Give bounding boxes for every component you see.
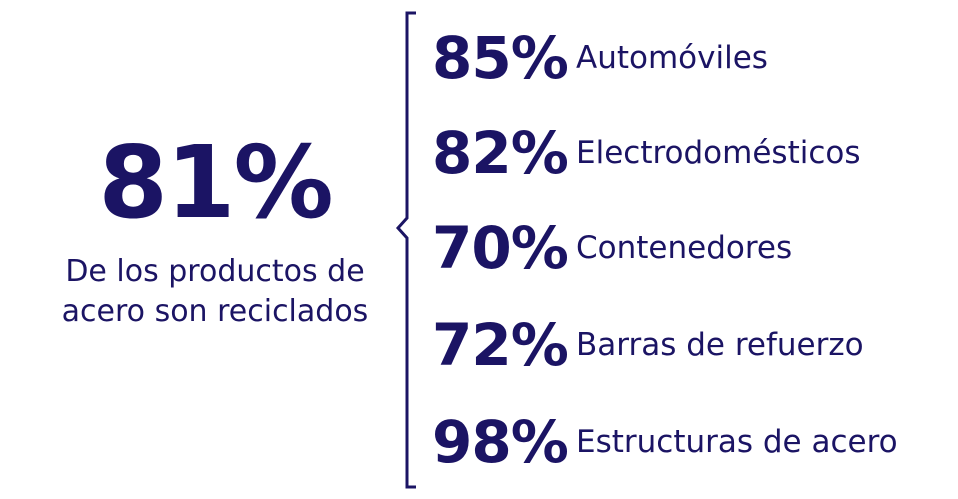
stat-item-automoviles: 85% Automóviles <box>432 18 952 98</box>
summary-description-line-1: De los productos de <box>65 254 365 289</box>
stat-label: Barras de refuerzo <box>576 327 864 363</box>
stat-item-estructuras-de-acero: 98% Estructuras de acero <box>432 402 952 482</box>
stat-label: Automóviles <box>576 40 768 76</box>
stat-percentage: 85% <box>432 24 569 92</box>
curly-brace-divider <box>395 11 416 489</box>
summary-description-line-2: acero son reciclados <box>61 294 369 329</box>
stat-item-barras-de-refuerzo: 72% Barras de refuerzo <box>432 305 952 385</box>
stat-item-electrodomesticos: 82% Electrodomésticos <box>432 113 952 193</box>
stat-label: Contenedores <box>576 230 793 266</box>
summary-description: De los productos de acero son reciclados <box>40 252 390 332</box>
stat-label: Estructuras de acero <box>576 424 898 460</box>
stat-percentage: 98% <box>432 408 569 476</box>
stat-item-contenedores: 70% Contenedores <box>432 208 952 288</box>
stat-label: Electrodomésticos <box>576 135 861 171</box>
summary-percentage: 81% <box>98 124 333 241</box>
stat-percentage: 82% <box>432 119 569 187</box>
stats-list: 85% Automóviles 82% Electrodomésticos 70… <box>432 0 952 499</box>
summary-block: 81% De los productos de acero son recicl… <box>40 128 390 332</box>
stat-percentage: 72% <box>432 311 569 379</box>
stat-percentage: 70% <box>432 214 569 282</box>
